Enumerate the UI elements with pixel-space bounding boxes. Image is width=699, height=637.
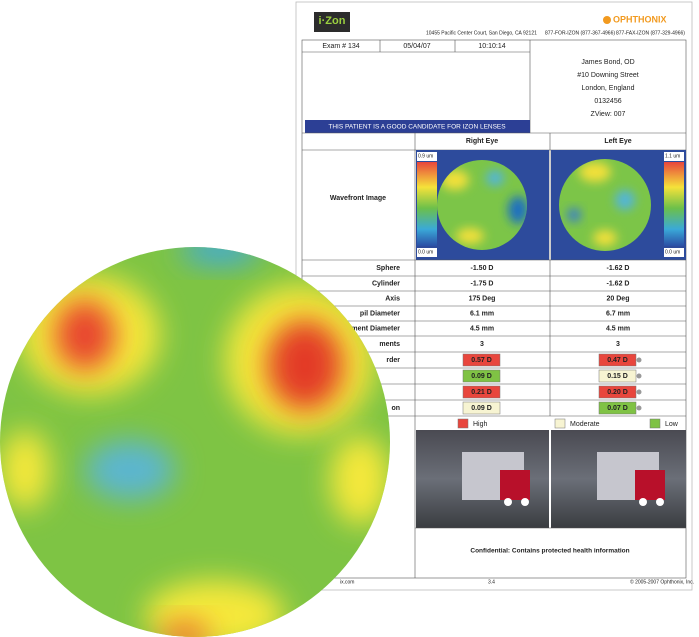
right-value: 0.09 D — [471, 405, 492, 412]
dot — [636, 405, 642, 411]
wavefront-right — [437, 160, 527, 250]
row-label: Axis — [385, 295, 400, 302]
grade-box — [598, 369, 637, 383]
scale-label: 0.0 um — [665, 249, 680, 255]
doctor-line: #10 Downing Street — [577, 72, 639, 79]
right-value: 4.5 mm — [470, 325, 494, 332]
footer-page: 3.4 — [488, 579, 495, 585]
dot — [636, 357, 642, 363]
address: 10455 Pacific Center Court, San Diego, C… — [426, 30, 537, 36]
brand-icon — [603, 16, 611, 24]
right-value: 0.57 D — [471, 357, 492, 364]
left-value: 0.15 D — [607, 373, 628, 380]
eye-header: Left Eye — [604, 138, 631, 145]
left-value: 0.47 D — [607, 357, 628, 364]
wavefront-sphere — [0, 247, 390, 637]
row-label: Cylinder — [372, 280, 400, 287]
left-value: 20 Deg — [607, 295, 630, 302]
brand: OPHTHONIX — [613, 14, 667, 24]
row-label: ment Diameter — [351, 325, 400, 332]
legend-swatch — [649, 418, 661, 429]
left-value: 3 — [616, 341, 620, 348]
left-value: 0.07 D — [607, 405, 628, 412]
legend-label: Moderate — [570, 421, 600, 428]
right-value: 6.1 mm — [470, 310, 494, 317]
footer-url: ix.com — [340, 579, 354, 585]
scale-left — [664, 162, 684, 246]
exam-field: 10:10:14 — [478, 43, 505, 50]
left-value: -1.62 D — [607, 265, 630, 272]
grade-box — [462, 401, 501, 415]
grade-box — [598, 401, 637, 415]
row-label: on — [391, 405, 400, 412]
legend-label: Low — [665, 421, 679, 428]
banner: THIS PATIENT IS A GOOD CANDIDATE FOR IZO… — [328, 124, 506, 131]
right-value: 0.21 D — [471, 389, 492, 396]
doctor-line: 0132456 — [594, 98, 621, 105]
banner-bg — [305, 120, 530, 133]
legend-swatch — [457, 418, 469, 429]
footer-copyright: © 2005-2007 Ophthonix, Inc. — [630, 578, 694, 585]
dot — [636, 389, 642, 395]
left-value: 4.5 mm — [606, 325, 630, 332]
legend-swatch — [554, 418, 566, 429]
grade-box — [462, 353, 501, 367]
legend-label: High — [473, 421, 488, 428]
left-value: 0.20 D — [607, 389, 628, 396]
grade-box — [462, 369, 501, 383]
left-value: 6.7 mm — [606, 310, 630, 317]
logo: i·Zon — [319, 15, 346, 27]
logo-box — [314, 12, 350, 32]
right-value: 3 — [480, 341, 484, 348]
right-value: -1.75 D — [471, 280, 494, 287]
grade-box — [462, 385, 501, 399]
dot — [636, 373, 642, 379]
doctor-line: ZView: 007 — [591, 111, 626, 118]
row-label: ments — [379, 341, 400, 348]
scale-label: 0.9 um — [418, 153, 433, 159]
phone: 877-FOR-IZON (877-367-4966) — [545, 30, 615, 36]
right-value: 175 Deg — [469, 295, 496, 302]
scale-right — [417, 162, 437, 246]
right-value: -1.50 D — [471, 265, 494, 272]
right-value: 0.09 D — [471, 373, 492, 380]
doctor-line: London, England — [582, 85, 635, 92]
left-value: -1.62 D — [607, 280, 630, 287]
scale-label: 1.1 um — [665, 153, 680, 159]
eye-header: Right Eye — [466, 138, 498, 145]
row-label: Sphere — [376, 265, 400, 272]
grade-box — [598, 385, 637, 399]
row-label: rder — [386, 357, 400, 364]
fax: 877-FAX-IZON (877-329-4966) — [616, 30, 685, 36]
scale-label: 0.0 um — [418, 249, 433, 255]
grade-box — [598, 353, 637, 367]
doctor-line: James Bond, OD — [581, 59, 634, 66]
confidential: Confidential: Contains protected health … — [470, 548, 629, 555]
row-label: pil Diameter — [360, 310, 400, 317]
exam-field: 05/04/07 — [403, 43, 430, 50]
exam-field: Exam # 134 — [322, 43, 359, 50]
wavefront-label: Wavefront Image — [330, 195, 386, 202]
wavefront-left — [559, 159, 651, 251]
